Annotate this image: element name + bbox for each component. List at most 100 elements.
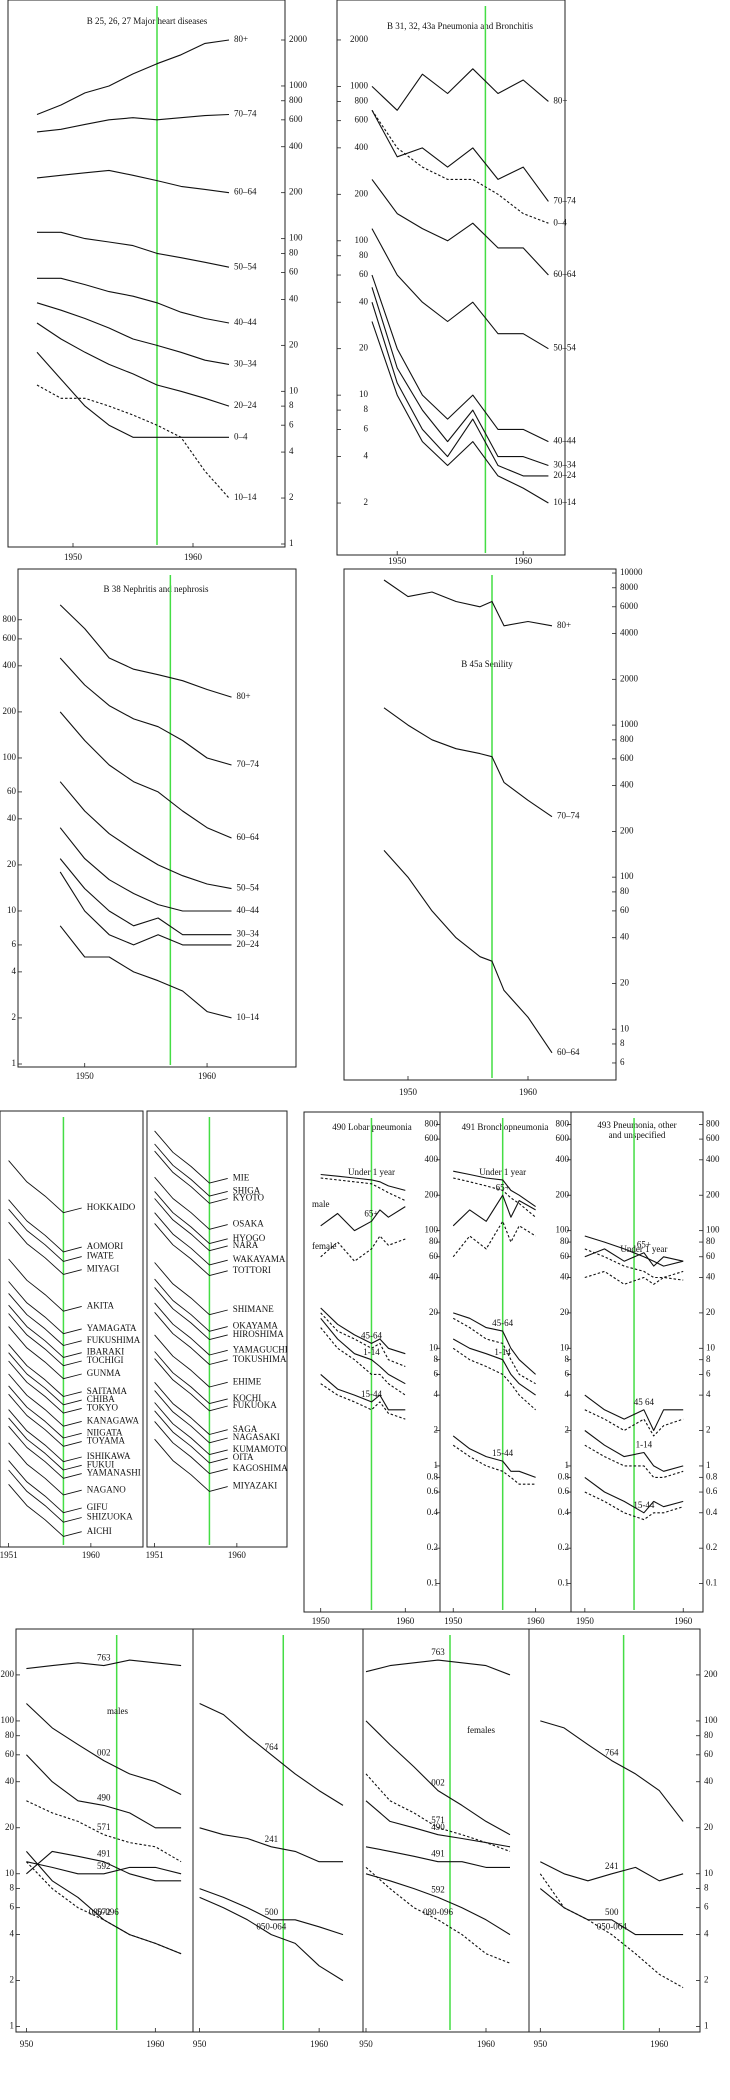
- y-tick-label: 4: [364, 451, 369, 461]
- series-line: [539, 1873, 684, 1989]
- series-line: [26, 1850, 182, 1882]
- series-line: [8, 1460, 82, 1514]
- series-label: HOKKAIDO: [87, 1202, 136, 1212]
- series-label: 40–44: [553, 436, 576, 446]
- y-tick-label: 10000: [620, 567, 643, 577]
- y-tick-label: 100: [620, 871, 634, 881]
- series-label: 70–74: [234, 109, 257, 119]
- series-line: [452, 1347, 536, 1411]
- series-line: [37, 277, 230, 324]
- series-line: [371, 287, 549, 467]
- series-label: 0–4: [553, 217, 567, 227]
- y-tick-label: 800: [556, 1118, 570, 1128]
- y-tick-label: 40: [560, 1272, 570, 1282]
- series-label: YAMANASHI: [87, 1468, 141, 1478]
- y-tick-label: 0.1: [558, 1578, 569, 1588]
- panel-frame: [7, 0, 286, 548]
- panel-frame: [17, 568, 297, 1068]
- series-line: [365, 1659, 511, 1676]
- y-tick-label: 100: [706, 1225, 720, 1235]
- y-tick-label: 4000: [620, 628, 639, 638]
- y-tick-label: 2000: [620, 673, 639, 683]
- y-tick-label: 20: [620, 978, 630, 988]
- y-tick-label: 8: [565, 1354, 570, 1364]
- panel-frame: [570, 1111, 704, 1613]
- y-tick-label: 60: [620, 905, 630, 915]
- series-line: [584, 1444, 684, 1478]
- y-tick-label: 100: [425, 1225, 439, 1235]
- series-line: [320, 1235, 406, 1262]
- x-tick-label: 1960: [650, 2039, 669, 2049]
- series-line: [365, 1866, 511, 1964]
- series-label: TOKYO: [87, 1402, 119, 1412]
- series-label: OSAKA: [233, 1219, 265, 1229]
- y-tick-label: 600: [3, 633, 17, 643]
- y-tick-label: 0.2: [427, 1542, 438, 1552]
- y-tick-label: 800: [425, 1118, 439, 1128]
- series-line: [59, 604, 232, 698]
- series-line: [320, 1317, 406, 1385]
- series-label: 15-44: [633, 1500, 654, 1510]
- x-tick-label: 1951: [0, 1550, 18, 1560]
- x-tick-label: 950: [193, 2039, 207, 2049]
- series-line: [320, 1383, 406, 1420]
- series-label: KYOTO: [233, 1193, 265, 1203]
- series-line: [8, 1281, 82, 1335]
- y-tick-label: 800: [289, 95, 303, 105]
- series-label: SHIMANE: [233, 1304, 275, 1314]
- series-label: 490: [97, 1792, 111, 1802]
- series-line: [154, 1382, 228, 1435]
- y-tick-label: 0.2: [706, 1542, 717, 1552]
- series-line: [584, 1430, 684, 1472]
- series-label: 491: [431, 1849, 445, 1859]
- series-line: [365, 1720, 511, 1836]
- series-line: [320, 1307, 406, 1355]
- panel-frame: [528, 1628, 701, 2033]
- series-label: GUNMA: [87, 1368, 122, 1378]
- series-line: [8, 1417, 82, 1471]
- y-tick-label: 6: [620, 1057, 625, 1067]
- y-tick-label: 40: [359, 296, 369, 306]
- series-label: KUMAMOTO: [233, 1444, 287, 1454]
- series-label: NAGASAKI: [233, 1432, 280, 1442]
- series-label: 50–54: [237, 883, 260, 893]
- y-tick-label: 2000: [289, 34, 308, 44]
- series-line: [371, 109, 549, 224]
- series-label: 40–44: [237, 905, 260, 915]
- series-label: 20–24: [237, 939, 260, 949]
- series-line: [8, 1425, 82, 1479]
- series-line: [154, 1198, 228, 1252]
- series-label: AKITA: [87, 1300, 115, 1310]
- series-label: 592: [97, 1861, 111, 1871]
- series-label: 050-064: [597, 1922, 627, 1932]
- series-label: 65+: [364, 1208, 378, 1218]
- series-label: 592: [431, 1884, 445, 1894]
- series-label: 20–24: [553, 470, 576, 480]
- series-label: 1-14: [494, 1347, 511, 1357]
- chart-title: B 38 Nephritis and nephrosis: [104, 584, 209, 594]
- y-tick-label: 60: [289, 267, 299, 277]
- series-line: [154, 1143, 228, 1197]
- y-tick-label: 4: [706, 1389, 711, 1399]
- y-tick-label: 200: [620, 825, 634, 835]
- series-line: [453, 1312, 536, 1375]
- series-line: [59, 858, 232, 936]
- series-label: 0–4: [234, 431, 248, 441]
- y-tick-label: 600: [425, 1133, 439, 1143]
- series-label: HIROSHIMA: [233, 1329, 285, 1339]
- y-tick-label: 20: [560, 1307, 570, 1317]
- x-tick-label: 1960: [674, 1616, 693, 1626]
- series-line: [452, 1194, 536, 1227]
- annotation: males: [107, 1706, 128, 1716]
- y-tick-label: 200: [355, 188, 369, 198]
- chart-title: B 31, 32, 43a Pneumonia and Bronchitis: [387, 21, 533, 31]
- series-label: IWATE: [87, 1251, 114, 1261]
- series-label: NAGANO: [87, 1484, 126, 1494]
- series-label: Under 1 year: [348, 1167, 395, 1177]
- y-tick-label: 60: [429, 1251, 439, 1261]
- series-line: [8, 1258, 82, 1312]
- series-line: [59, 925, 232, 1019]
- series-line: [8, 1160, 82, 1214]
- x-tick-label: 1950: [399, 1087, 418, 1097]
- y-tick-label: 1: [706, 1460, 711, 1470]
